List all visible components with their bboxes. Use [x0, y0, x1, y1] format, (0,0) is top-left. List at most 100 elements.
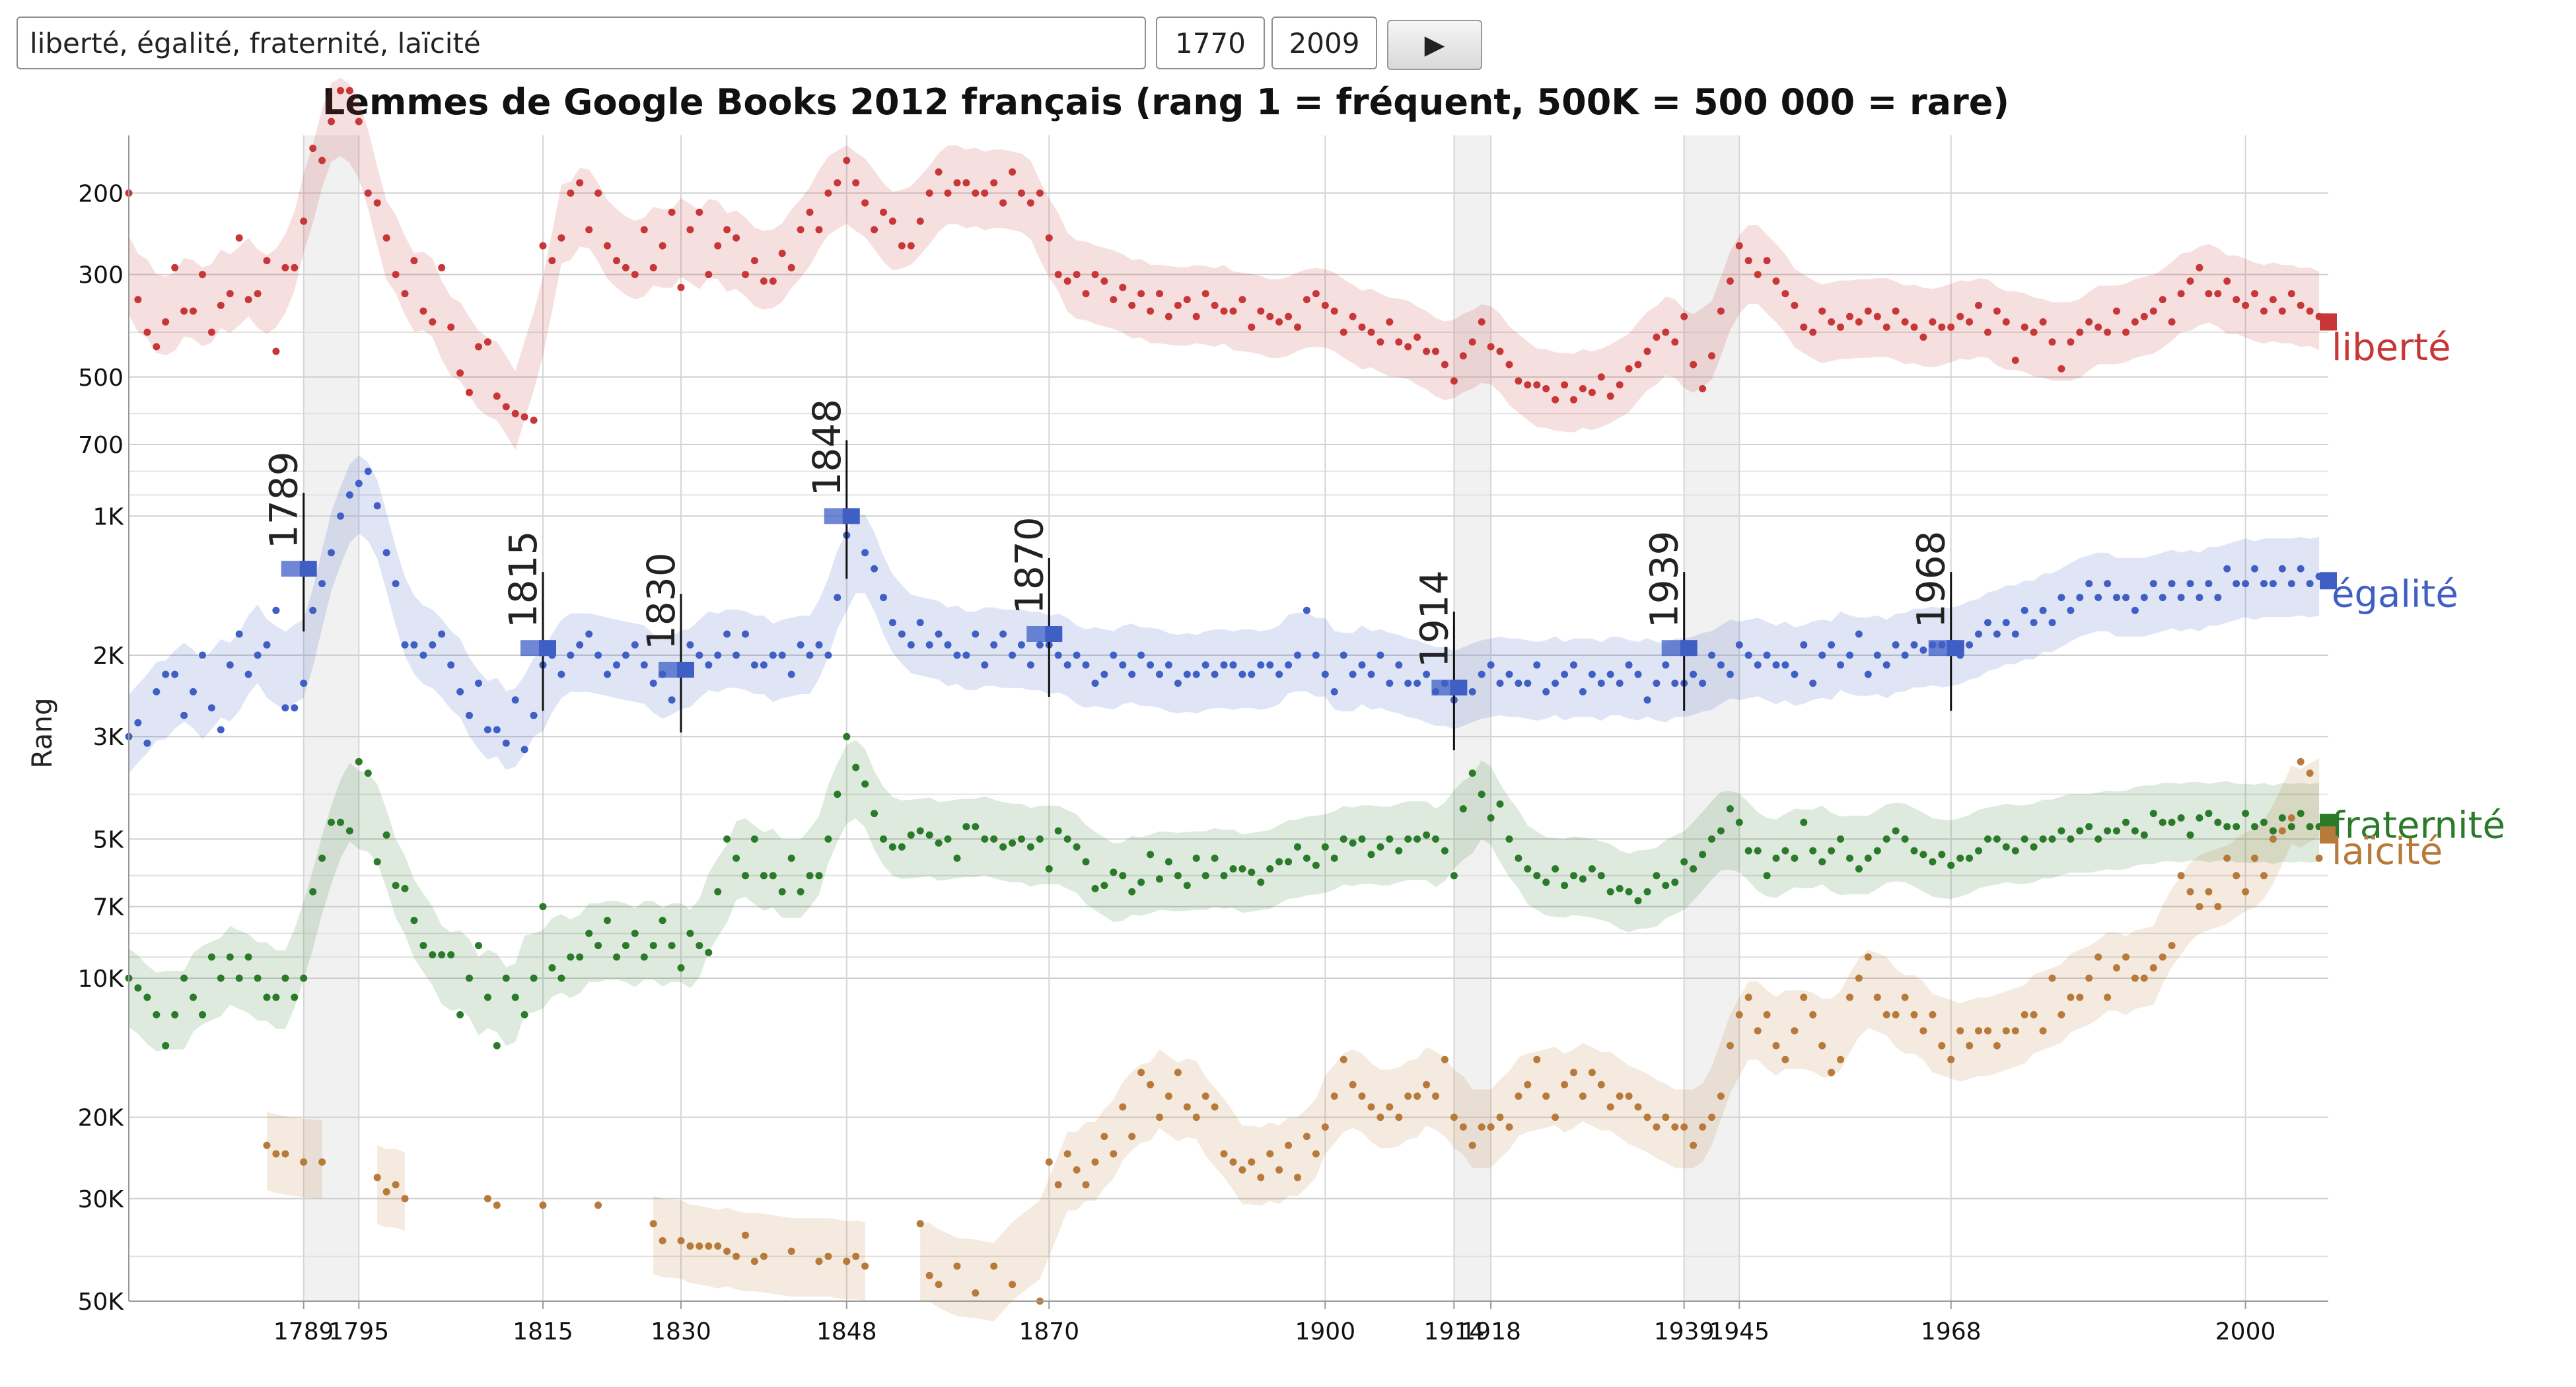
egalite-point: [2057, 594, 2065, 602]
fraternite-point: [787, 854, 795, 862]
egalite-point: [1882, 661, 1890, 669]
laicite-band: [920, 758, 2320, 1322]
egalite-point: [1091, 680, 1099, 687]
liberte-point: [981, 189, 989, 197]
laicite-end-marker: [2320, 826, 2337, 844]
egalite-point: [1975, 630, 1982, 638]
liberte-point: [1910, 323, 1918, 331]
egalite-point: [1855, 630, 1863, 638]
egalite-point: [1901, 651, 1909, 659]
laicite-point: [1606, 1103, 1614, 1111]
egalite-point: [1257, 661, 1265, 669]
fraternite-point: [1386, 835, 1394, 843]
egalite-point: [705, 661, 713, 669]
liberte-point: [1791, 301, 1799, 309]
laicite-point: [1984, 1027, 1991, 1035]
liberte-point: [2122, 328, 2129, 336]
liberte-point: [1201, 290, 1209, 298]
fraternite-point: [750, 835, 758, 843]
fraternite-point: [345, 827, 353, 835]
liberte-point: [1754, 271, 1762, 279]
egalite-point: [1413, 680, 1421, 687]
laicite-point: [1312, 1150, 1320, 1158]
laicite-point: [1487, 1123, 1495, 1131]
laicite-point: [2242, 888, 2250, 896]
liberte-point: [1423, 347, 1431, 355]
fraternite-point: [1690, 865, 1698, 872]
egalite-point: [419, 651, 427, 659]
liberte-point: [2297, 301, 2305, 309]
liberte-point: [659, 242, 666, 250]
y-tick-label: 3K: [92, 724, 124, 751]
fraternite-point: [760, 872, 768, 880]
x-tick-label: 1939: [1654, 1318, 1715, 1345]
egalite-point: [1671, 680, 1679, 687]
fraternite-point: [1515, 854, 1522, 862]
egalite-point: [2021, 606, 2028, 614]
event-label-1870: 1870: [1007, 516, 1052, 614]
liberte-point: [567, 189, 575, 197]
liberte-point: [990, 179, 998, 187]
liberte-point: [723, 226, 731, 234]
play-button[interactable]: ▶: [1387, 20, 1482, 70]
egalite-point: [972, 630, 980, 638]
fraternite-point: [272, 993, 280, 1001]
laicite-point: [2030, 1011, 2038, 1018]
laicite-point: [1009, 1281, 1017, 1289]
liberte-point: [2048, 338, 2056, 346]
fraternite-point: [1395, 847, 1403, 855]
search-input[interactable]: [17, 17, 1146, 69]
fraternite-point: [944, 835, 952, 843]
egalite-point: [613, 661, 620, 669]
fraternite-point: [392, 882, 400, 890]
laicite-point: [300, 1158, 308, 1166]
fraternite-point: [364, 769, 372, 777]
egalite-point: [1864, 670, 1872, 678]
egalite-point: [806, 651, 814, 659]
laicite-point: [1220, 1150, 1228, 1158]
fraternite-point: [1828, 847, 1836, 855]
egalite-point: [2030, 619, 2038, 627]
laicite-point: [2177, 872, 2185, 880]
fraternite-point: [447, 951, 455, 959]
fraternite-point: [1882, 835, 1890, 843]
liberte-point: [2168, 318, 2176, 326]
laicite-point: [1054, 1181, 1062, 1189]
laicite-point: [1496, 1114, 1504, 1121]
egalite-point: [1358, 661, 1366, 669]
laicite-point: [2214, 903, 2222, 911]
liberte-point: [1643, 347, 1651, 355]
fraternite-point: [1432, 835, 1439, 843]
fraternite-point: [2140, 831, 2148, 839]
liberte-point: [576, 179, 584, 187]
fraternite-point: [990, 835, 998, 843]
fraternite-point: [1726, 805, 1734, 813]
liberte-point: [244, 296, 252, 304]
x-tick-label: 2000: [2215, 1318, 2276, 1345]
laicite-point: [1625, 1092, 1633, 1100]
liberte-point: [2021, 323, 2028, 331]
shaded-period-2: [1684, 135, 1740, 1301]
start-year-field[interactable]: [1156, 17, 1265, 69]
egalite-point: [935, 630, 943, 638]
laicite-point: [2306, 769, 2314, 777]
laicite-point: [1892, 1011, 1900, 1018]
fraternite-point: [797, 888, 805, 896]
fraternite-point: [2278, 814, 2286, 822]
laicite-point: [1993, 1042, 2001, 1049]
fraternite-point: [898, 843, 906, 851]
fraternite-point: [1561, 882, 1569, 890]
liberte-point: [787, 264, 795, 271]
liberte-point: [1809, 328, 1817, 336]
laicite-point: [1533, 1055, 1541, 1063]
laicite-point: [2057, 1011, 2065, 1018]
liberte-point: [1579, 385, 1587, 392]
end-year-field[interactable]: [1271, 17, 1377, 69]
laicite-point: [1505, 1123, 1513, 1131]
egalite-point: [1690, 670, 1698, 678]
liberte-point: [1570, 396, 1577, 404]
egalite-point: [1515, 680, 1522, 687]
laicite-point: [2085, 974, 2093, 982]
fraternite-point: [723, 835, 731, 843]
fraternite-point: [2039, 835, 2047, 843]
